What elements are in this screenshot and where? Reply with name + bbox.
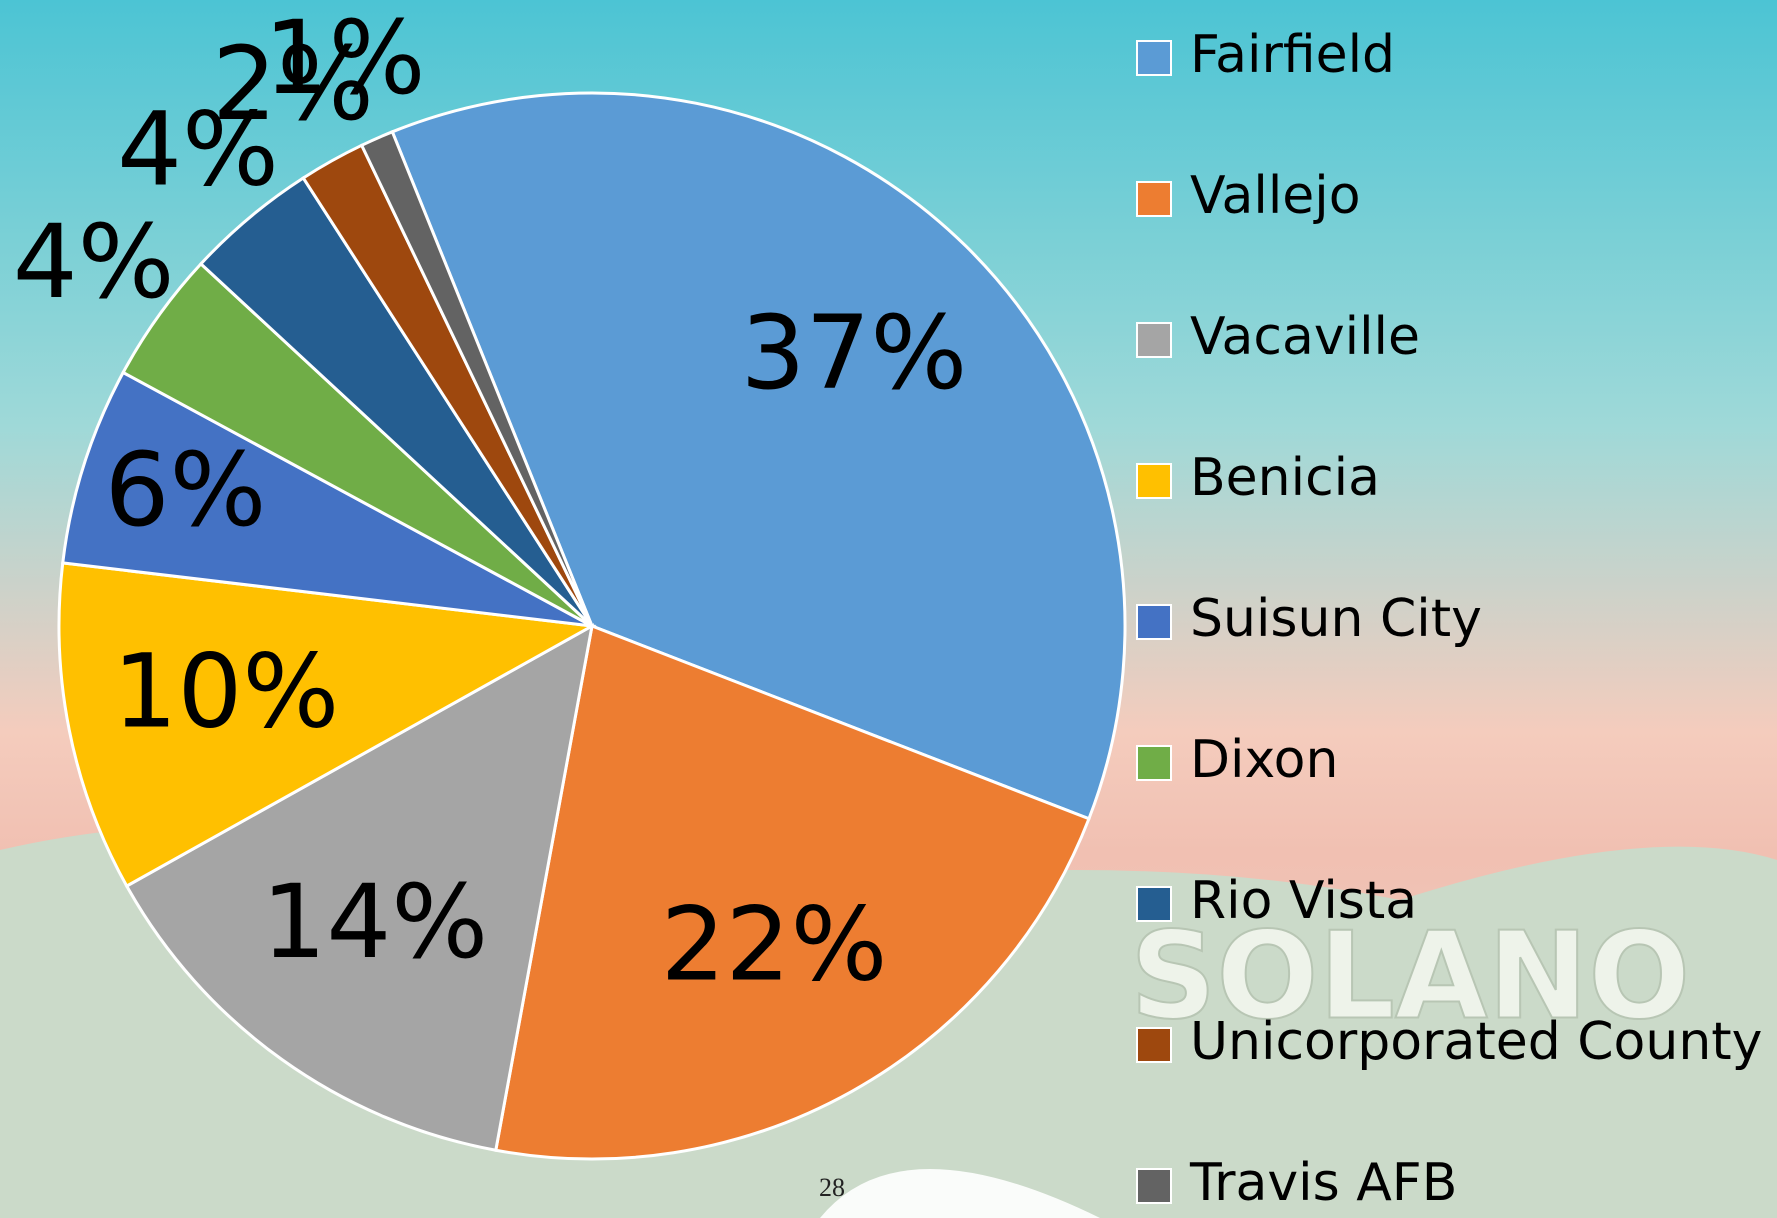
data-label: 14% xyxy=(261,863,488,982)
legend-label: Benicia xyxy=(1190,448,1380,508)
page-number: 28 xyxy=(819,1173,845,1202)
legend-swatch xyxy=(1137,323,1171,357)
legend-label: Travis AFB xyxy=(1189,1153,1457,1213)
data-label: 22% xyxy=(661,886,888,1005)
data-label: 10% xyxy=(113,632,340,751)
slide: SOLANO 28 37%22%14%10%6%4%4%2%1% Fairfie… xyxy=(0,0,1777,1218)
legend-swatch xyxy=(1137,605,1171,639)
legend-swatch xyxy=(1137,1028,1171,1062)
legend-swatch xyxy=(1137,887,1171,921)
legend-swatch xyxy=(1137,746,1171,780)
data-label: 37% xyxy=(741,294,968,413)
legend-label: Rio Vista xyxy=(1190,871,1417,931)
legend-label: Vacaville xyxy=(1190,307,1420,367)
legend-label: Unicorporated County xyxy=(1190,1012,1762,1072)
data-label: 1% xyxy=(264,0,426,118)
legend-label: Vallejo xyxy=(1190,166,1361,226)
legend-swatch xyxy=(1137,1169,1171,1203)
legend-label: Suisun City xyxy=(1190,589,1482,649)
legend-swatch xyxy=(1137,41,1171,75)
legend-swatch xyxy=(1137,182,1171,216)
legend-swatch xyxy=(1137,464,1171,498)
data-label: 4% xyxy=(13,203,175,322)
legend-label: Fairfield xyxy=(1190,25,1395,85)
legend-label: Dixon xyxy=(1190,730,1338,790)
data-label: 6% xyxy=(105,431,267,550)
